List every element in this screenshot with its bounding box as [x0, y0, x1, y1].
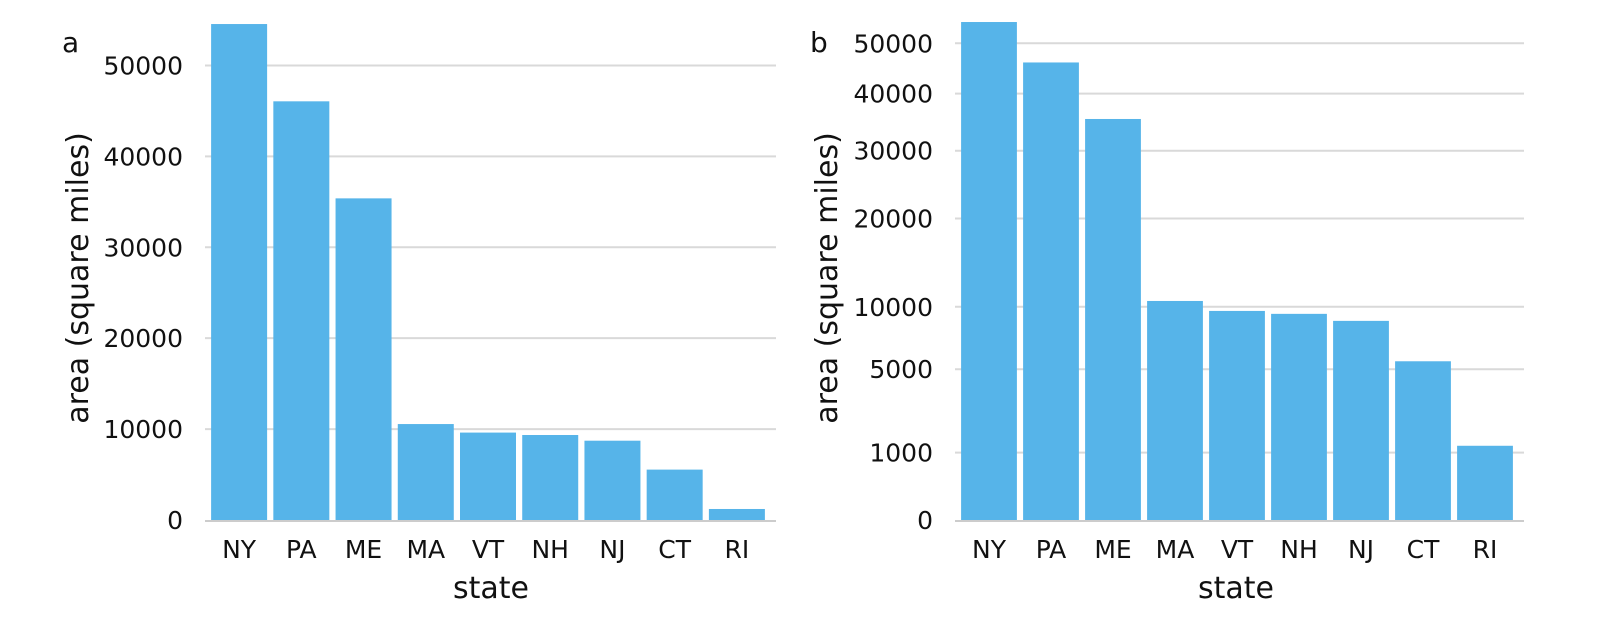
- y-tick-label: 20000: [103, 324, 183, 353]
- panel-a-bars: [205, 24, 776, 522]
- panel-a-y-tick-labels: 0 10000 20000 30000 40000 50000: [103, 51, 183, 535]
- x-tick-label: PA: [1036, 535, 1067, 564]
- y-tick-label: 20000: [853, 204, 933, 233]
- panel-a-label: a: [62, 26, 79, 59]
- x-tick-label: ME: [345, 535, 382, 564]
- bar-nj: [1333, 320, 1389, 520]
- x-tick-label: MA: [406, 535, 445, 564]
- x-tick-label: CT: [1407, 535, 1440, 564]
- y-tick-label: 10000: [853, 293, 933, 322]
- x-tick-label: MA: [1156, 535, 1195, 564]
- x-tick-label: NJ: [1348, 535, 1374, 564]
- x-tick-label: PA: [286, 535, 317, 564]
- y-tick-label: 30000: [853, 137, 933, 166]
- y-tick-label: 0: [167, 506, 183, 535]
- bar-ri: [1457, 445, 1513, 520]
- y-tick-label: 40000: [853, 80, 933, 109]
- panel-b: b 0 1000 5000 10000 20000 30000 40000 50000 NY P…: [810, 22, 1524, 606]
- x-tick-label: RI: [725, 535, 750, 564]
- panel-b-y-axis-title: area (square miles): [810, 132, 845, 424]
- x-tick-label: NH: [531, 535, 569, 564]
- x-tick-label: ME: [1094, 535, 1131, 564]
- panel-b-bars: [955, 22, 1524, 522]
- x-tick-label: VT: [1221, 535, 1254, 564]
- bar-nh: [1271, 313, 1327, 520]
- bar-ct: [1395, 361, 1451, 520]
- y-tick-label: 30000: [103, 233, 183, 262]
- x-tick-label: NJ: [599, 535, 625, 564]
- y-tick-label: 5000: [869, 355, 933, 384]
- x-tick-label: NY: [972, 535, 1007, 564]
- bar-nh: [522, 435, 579, 520]
- y-tick-label: 40000: [103, 142, 183, 171]
- panel-a-x-axis-title: state: [453, 571, 529, 606]
- bar-vt: [1209, 310, 1265, 520]
- bar-ma: [397, 424, 454, 520]
- bar-nj: [584, 440, 641, 520]
- bar-ny: [211, 24, 268, 520]
- y-tick-label: 1000: [869, 439, 933, 468]
- panel-b-y-tick-labels: 0 1000 5000 10000 20000 30000 40000 50000: [853, 29, 933, 535]
- panel-a-x-tick-labels: NY PA ME MA VT NH NJ CT RI: [222, 535, 749, 564]
- bar-pa: [273, 101, 330, 521]
- panel-b-x-axis-title: state: [1198, 571, 1274, 606]
- panel-a-y-axis-title: area (square miles): [61, 132, 96, 424]
- bar-ct: [646, 469, 703, 520]
- bar-vt: [460, 432, 516, 520]
- x-tick-label: NY: [222, 535, 257, 564]
- panel-b-x-tick-labels: NY PA ME MA VT NH NJ CT RI: [972, 535, 1497, 564]
- y-tick-label: 50000: [103, 51, 183, 80]
- bar-ny: [961, 22, 1017, 520]
- x-tick-label: VT: [472, 535, 505, 564]
- panel-b-label: b: [810, 26, 828, 59]
- bar-pa: [1023, 62, 1079, 520]
- x-tick-label: RI: [1473, 535, 1498, 564]
- bar-me: [1085, 118, 1141, 520]
- x-tick-label: CT: [658, 535, 691, 564]
- y-tick-label: 10000: [103, 415, 183, 444]
- bar-me: [335, 198, 392, 520]
- y-tick-label: 50000: [853, 29, 933, 58]
- x-tick-label: NH: [1280, 535, 1318, 564]
- bar-ri: [708, 508, 765, 520]
- y-tick-label: 0: [917, 506, 933, 535]
- bar-ma: [1147, 300, 1203, 520]
